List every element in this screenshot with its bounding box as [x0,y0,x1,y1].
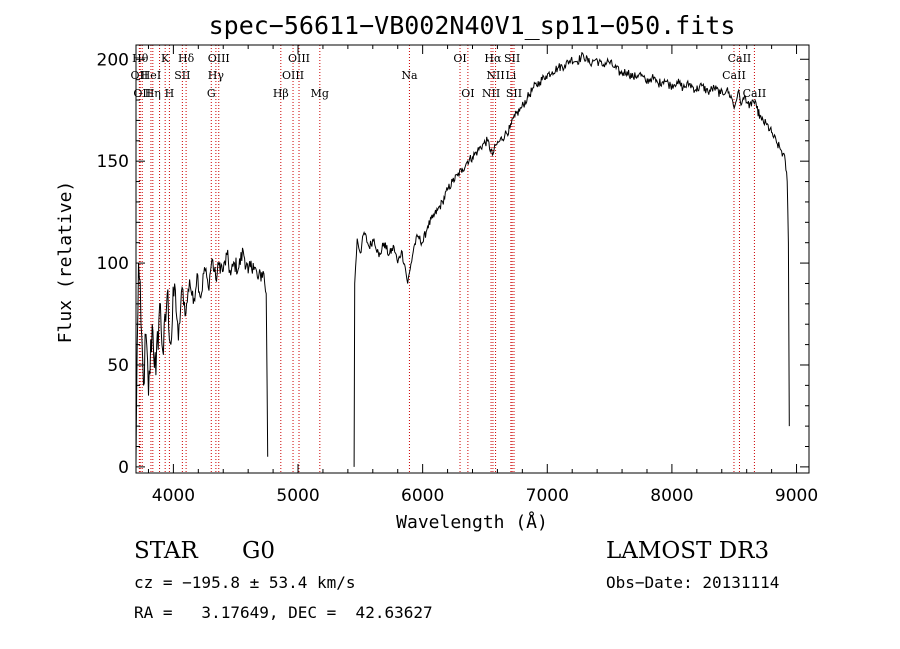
coordinates: RA = 3.17649, DEC = 42.63627 [134,603,433,622]
y-tick-label: 100 [97,254,129,274]
line-marker-label: OI [461,87,474,100]
line-marker-label: OII [133,87,151,100]
observation-date: Obs−Date: 20131114 [606,573,780,592]
spectrum-line [353,51,790,467]
line-marker-label: OIII [208,52,230,65]
line-marker-label: CaII [743,87,767,100]
line-marker-label: OI [453,52,466,65]
line-marker-label: OIII [282,69,304,82]
line-marker-label: SII [504,52,520,65]
x-tick-label: 4000 [152,486,195,506]
line-marker-label: OII [131,69,149,82]
line-marker-label: Hη [145,87,161,100]
line-marker-label: Hδ [178,52,195,65]
line-marker-labels: HθOIIOIIHeIHηKHSIIHδGHγOIIIHβOIIIOIIIMgN… [131,52,767,100]
line-marker-label: NII [482,87,500,100]
line-marker-label: CaII [728,52,752,65]
y-axis-ticks: 0 50 100 150 200 [97,50,809,478]
line-marker-label: SII [174,69,190,82]
redshift-velocity: cz = −195.8 ± 53.4 km/s [134,573,356,592]
line-marker-label: Na [401,69,418,82]
x-tick-label: 9000 [775,486,818,506]
line-marker-label: Hβ [273,87,289,100]
spectrum-series [135,51,790,467]
y-tick-label: 150 [97,152,129,172]
line-marker-label: H [165,87,175,100]
line-marker-label: Hα [484,52,502,65]
line-marker-label: Hγ [208,69,225,82]
line-marker-label: SII [506,87,522,100]
line-marker-label: NII [486,69,504,82]
x-tick-label: 8000 [650,486,693,506]
line-marker-label: CaII [722,69,746,82]
plot-frame [135,44,810,474]
y-axis-label: Flux (relative) [55,181,76,344]
line-marker-label: Mg [311,87,329,100]
line-marker-label: HeI [141,69,161,82]
line-marker-label: G [207,87,216,100]
line-marker-label: OIII [288,52,310,65]
survey-name: LAMOST DR3 [606,538,770,564]
spectrum-line [135,247,269,463]
line-marker-label: K [161,52,170,65]
x-tick-label: 5000 [276,486,319,506]
line-marker-label: Li [505,69,516,82]
x-tick-label: 7000 [526,486,569,506]
x-axis-ticks: 4000 5000 6000 7000 8000 9000 [147,45,818,506]
y-tick-label: 200 [97,50,129,70]
line-marker-label: Hθ [132,52,149,65]
chart-title: spec−56611−VB002N40V1_sp11−050.fits [209,11,736,40]
line-markers [138,45,755,473]
y-tick-label: 50 [107,356,129,376]
x-tick-label: 6000 [401,486,444,506]
y-tick-label: 0 [118,458,129,478]
object-class: STAR [134,538,198,564]
x-axis-label: Wavelength (Å) [396,511,548,533]
object-subclass: G0 [242,538,276,564]
